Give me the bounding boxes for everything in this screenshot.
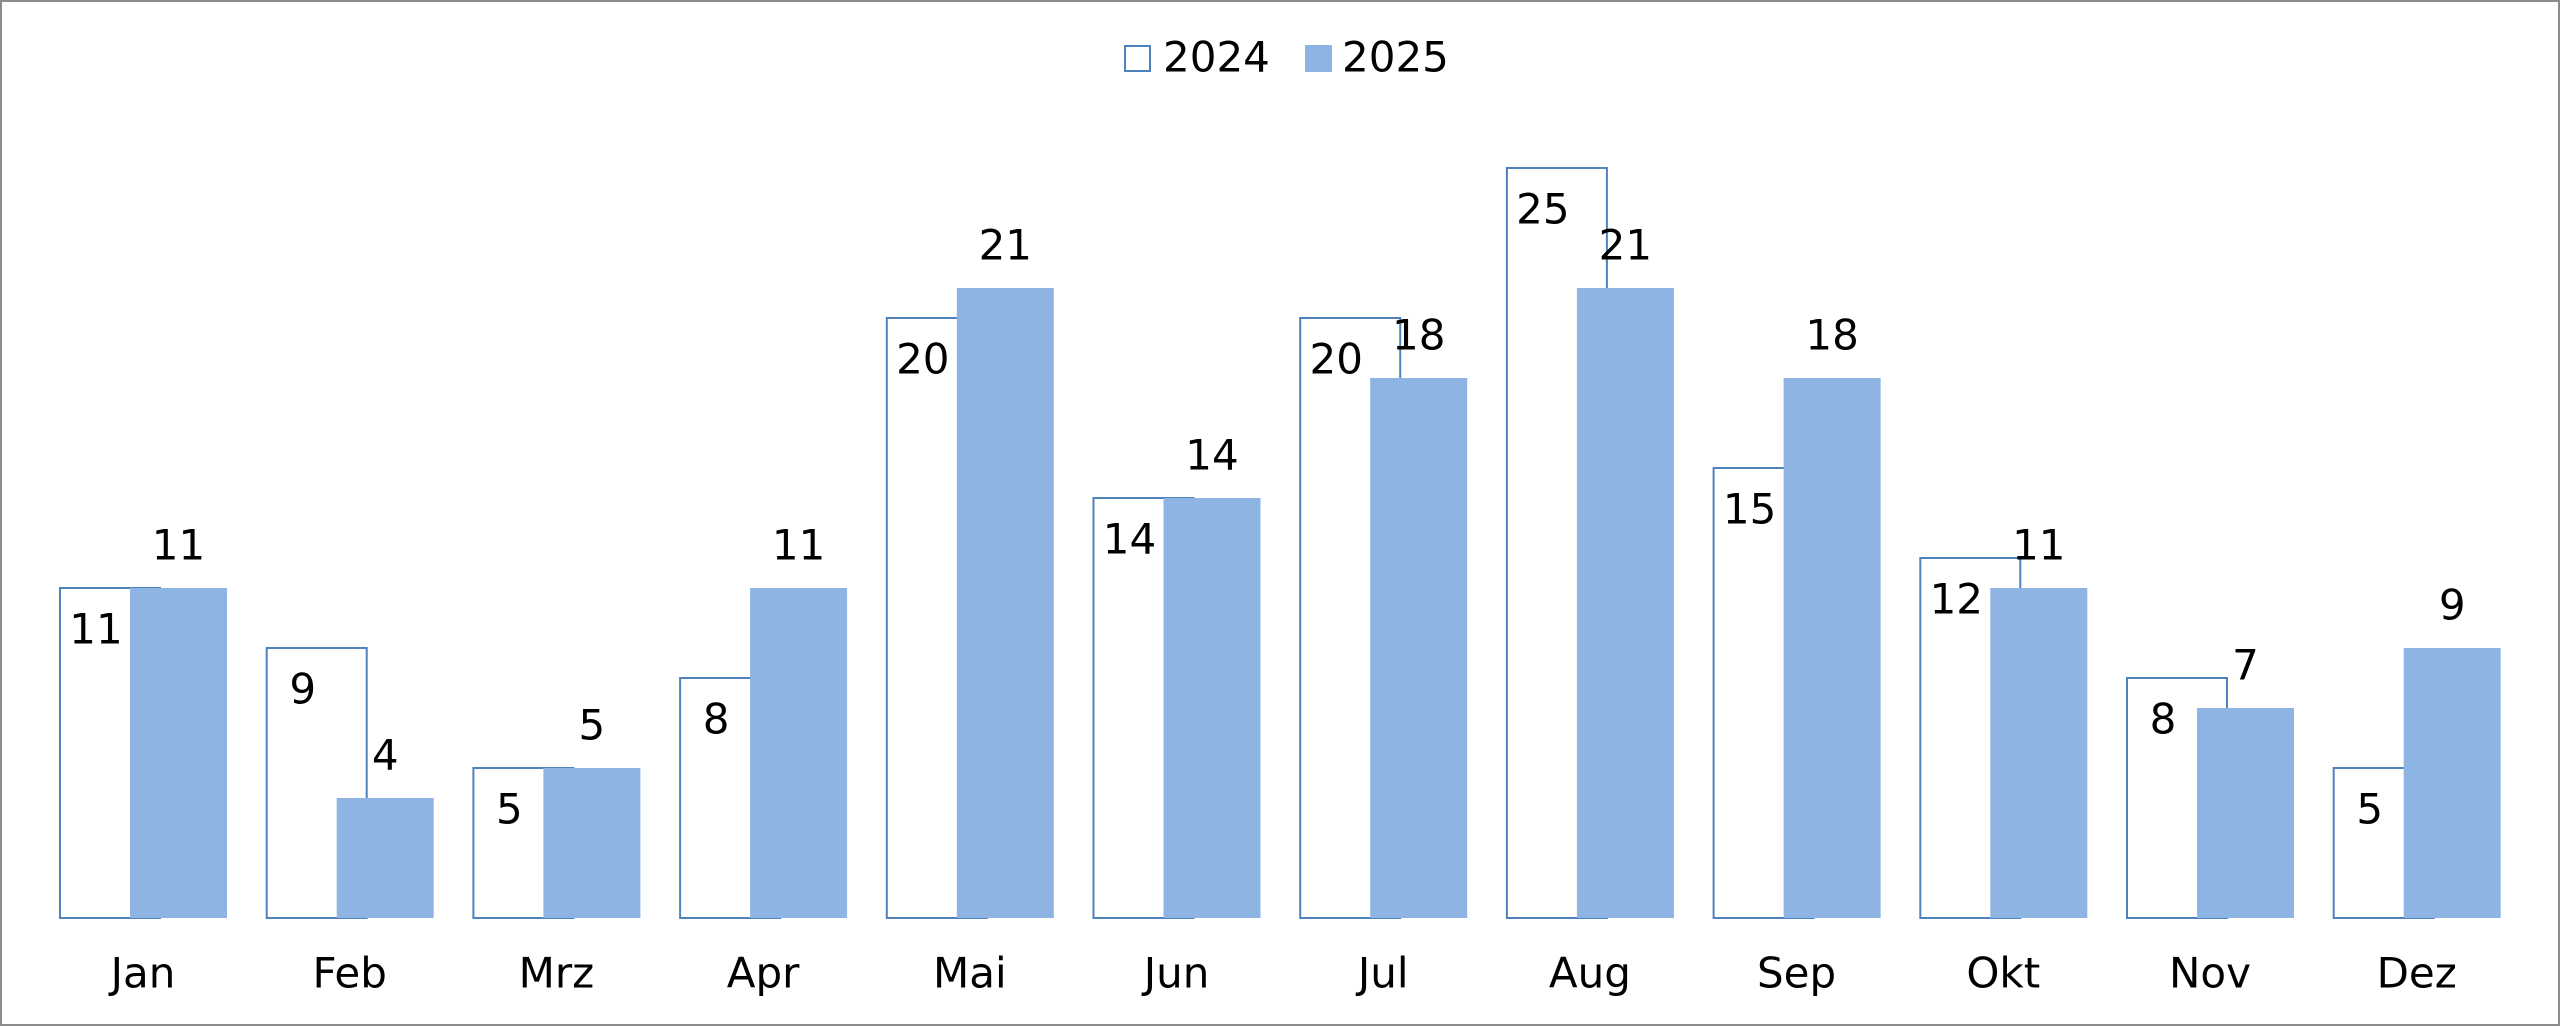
data-label: 20 [896, 335, 949, 384]
x-tick-label: Jul [1355, 949, 1409, 998]
legend-swatch [1305, 45, 1332, 72]
x-tick-label: Nov [2169, 949, 2251, 998]
x-tick-label: Jun [1141, 949, 1210, 998]
bar [336, 798, 434, 918]
data-label: 14 [1103, 515, 1156, 564]
x-tick-label: Sep [1757, 949, 1836, 998]
data-label: 20 [1309, 335, 1362, 384]
bar [1576, 288, 1674, 918]
data-label: 5 [579, 701, 606, 750]
x-tick-label: Aug [1549, 949, 1631, 998]
data-label: 11 [152, 521, 205, 570]
data-label: 18 [1392, 311, 1445, 360]
bar [130, 588, 227, 918]
bar [956, 288, 1054, 918]
bar [2403, 648, 2501, 918]
data-label: 8 [703, 695, 730, 744]
legend-swatch [1124, 45, 1151, 72]
x-tick-label: Dez [2377, 949, 2457, 998]
data-label: 11 [772, 521, 825, 570]
bar [1163, 498, 1261, 918]
bar [2197, 708, 2294, 918]
x-tick-label: Okt [1966, 949, 2040, 998]
data-label: 5 [2356, 785, 2383, 834]
bar [1783, 378, 1881, 918]
data-label: 8 [2150, 695, 2177, 744]
legend-label: 2025 [1342, 33, 1449, 82]
data-label: 14 [1185, 431, 1238, 480]
data-label: 11 [69, 605, 122, 654]
data-label: 7 [2232, 641, 2259, 690]
data-label: 9 [289, 665, 316, 714]
bar [1370, 378, 1468, 918]
x-tick-label: Feb [313, 949, 387, 998]
data-label: 21 [979, 221, 1032, 270]
data-label: 11 [2012, 521, 2065, 570]
data-label: 9 [2439, 581, 2466, 630]
data-label: 12 [1930, 575, 1983, 624]
x-tick-label: Apr [727, 949, 800, 998]
x-tick-label: Mrz [519, 949, 595, 998]
data-label: 18 [1805, 311, 1858, 360]
legend-label: 2024 [1163, 33, 1270, 82]
bar [750, 588, 848, 918]
data-label: 21 [1599, 221, 1652, 270]
bar [1990, 588, 2088, 918]
x-tick-label: Jan [108, 949, 176, 998]
x-tick-label: Mai [933, 949, 1007, 998]
data-label: 5 [496, 785, 523, 834]
data-label: 15 [1723, 485, 1776, 534]
data-label: 25 [1516, 185, 1569, 234]
bar [543, 768, 641, 918]
data-label: 4 [372, 731, 399, 780]
